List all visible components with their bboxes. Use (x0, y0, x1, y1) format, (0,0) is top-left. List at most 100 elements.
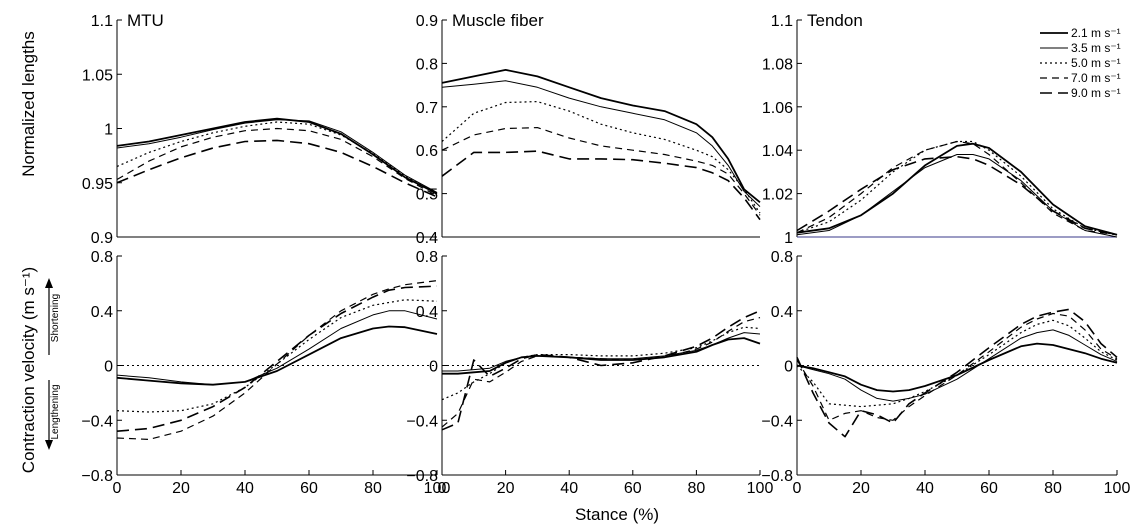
y-tick-label: 0 (429, 359, 438, 376)
y-tick-label: 1.05 (82, 67, 113, 84)
panel-4: −0.8 −0.4 0 0.4 0.8 0 20 40 60 80 100 (406, 249, 773, 497)
series-line-4 (796, 308, 1118, 438)
series-line-1 (116, 119, 438, 193)
legend-label: 3.5 m s⁻¹ (1071, 41, 1121, 55)
y-tick-label: 0.4 (416, 230, 438, 247)
series-line-2 (116, 121, 438, 195)
series-line-0 (116, 117, 438, 195)
y-tick-label: −0.8 (81, 468, 113, 485)
y-tick-label: −0.4 (406, 413, 438, 430)
panel-5: −0.8 −0.4 0 0.4 0.8 0 20 40 60 80 100 (761, 249, 1130, 497)
legend-label: 7.0 m s⁻¹ (1071, 71, 1121, 85)
series-line-3 (441, 317, 761, 428)
x-tick-label: 100 (747, 480, 774, 497)
y-tick-label: 0.5 (416, 187, 438, 204)
y-tick-label: 1.08 (762, 56, 793, 73)
series-line-1 (796, 329, 1118, 402)
y-tick-label: 0.4 (771, 304, 793, 321)
series-line-2 (441, 326, 761, 401)
panel-1: 0.4 0.5 0.6 0.7 0.8 0.9 Muscle fiber (416, 11, 761, 247)
y-tick-label: 1.1 (91, 13, 113, 30)
series-line-0 (441, 69, 761, 203)
series-line-2 (116, 299, 438, 413)
y-tick-label: 0.4 (416, 304, 438, 321)
series-line-1 (116, 310, 438, 386)
legend-label: 9.0 m s⁻¹ (1071, 86, 1121, 100)
y-tick-label: 1.02 (762, 187, 793, 204)
panel-2: 1 1.02 1.04 1.06 1.08 1.1 Tendon (762, 11, 1118, 247)
legend-label: 2.1 m s⁻¹ (1071, 26, 1121, 40)
series-line-3 (116, 127, 438, 197)
y-tick-label: 0.8 (91, 249, 113, 266)
y-tick-label: 1.04 (762, 143, 793, 160)
series-line-0 (796, 342, 1118, 393)
bottom-row-ylabel: Contraction velocity (m s⁻¹) (19, 267, 38, 473)
y-tick-label: −0.4 (761, 413, 793, 430)
series-line-2 (441, 100, 761, 214)
series-line-1 (796, 154, 1118, 238)
series-line-3 (441, 126, 761, 216)
y-tick-label: −0.8 (406, 468, 438, 485)
y-tick-label: 0.95 (82, 176, 113, 193)
series-line-3 (796, 312, 1118, 421)
x-axis-label: Stance (%) (575, 505, 659, 524)
series-line-3 (796, 140, 1118, 236)
panel-3: −0.8 −0.4 0 0.4 0.8 0 20 40 60 80 100 (81, 249, 450, 497)
x-tick-label: 0 (113, 480, 122, 497)
x-tick-label: 40 (916, 480, 934, 497)
series-line-4 (116, 285, 438, 432)
x-tick-label: 60 (300, 480, 318, 497)
x-tick-label: 80 (688, 480, 706, 497)
x-tick-label: 100 (424, 480, 451, 497)
panel-title: MTU (127, 11, 164, 30)
x-tick-label: 80 (1044, 480, 1062, 497)
y-tick-label: 0 (784, 359, 793, 376)
series-line-0 (442, 337, 761, 375)
series-line-1 (441, 80, 761, 207)
y-tick-label: 0.9 (416, 13, 438, 30)
legend-label: 5.0 m s⁻¹ (1071, 56, 1121, 70)
y-tick-label: −0.8 (761, 468, 793, 485)
series-line-2 (796, 319, 1118, 408)
y-tick-label: 1 (784, 230, 793, 247)
x-tick-label: 100 (1104, 480, 1131, 497)
y-tick-label: 0.7 (416, 100, 438, 117)
x-tick-label: 20 (497, 480, 515, 497)
y-tick-label: 1 (104, 122, 113, 139)
panel-title: Tendon (807, 11, 863, 30)
series-line-4 (796, 155, 1118, 236)
y-tick-label: 1.06 (762, 100, 793, 117)
x-tick-label: 80 (364, 480, 382, 497)
x-tick-label: 20 (172, 480, 190, 497)
y-tick-label: −0.4 (81, 413, 113, 430)
series-line-4 (441, 150, 761, 221)
series-line-3 (116, 280, 438, 440)
series-line-0 (116, 325, 438, 386)
lengthening-arrow-head (45, 440, 53, 450)
x-tick-label: 0 (438, 480, 447, 497)
series-line-2 (796, 140, 1118, 236)
series-line-4 (441, 310, 761, 431)
y-tick-label: 0.8 (416, 249, 438, 266)
series-line-4 (116, 139, 438, 198)
x-tick-label: 20 (852, 480, 870, 497)
chart-panels: 0.9 0.95 1 1.05 1.1 MTU 0.4 0.5 0.6 0.7 0.8 0.9 Musc… (81, 11, 1130, 497)
top-row-ylabel: Normalized lengths (19, 31, 38, 177)
y-tick-label: 0.6 (416, 143, 438, 160)
x-tick-label: 40 (560, 480, 578, 497)
x-tick-label: 60 (980, 480, 998, 497)
legend: 2.1 m s⁻¹3.5 m s⁻¹5.0 m s⁻¹7.0 m s⁻¹9.0 … (1040, 26, 1121, 100)
y-tick-label: 0.8 (771, 249, 793, 266)
y-tick-label: 1.1 (771, 13, 793, 30)
y-tick-label: 0.4 (91, 304, 113, 321)
y-tick-label: 0.8 (416, 56, 438, 73)
x-tick-label: 40 (236, 480, 254, 497)
y-tick-label: 0.9 (91, 230, 113, 247)
shortening-arrow-head (45, 278, 53, 288)
panel-title: Muscle fiber (452, 11, 544, 30)
x-tick-label: 60 (624, 480, 642, 497)
panel-0: 0.9 0.95 1 1.05 1.1 MTU (82, 11, 438, 247)
lengthening-label: Lengthening (50, 384, 61, 439)
shortening-label: Shortening (50, 294, 61, 342)
